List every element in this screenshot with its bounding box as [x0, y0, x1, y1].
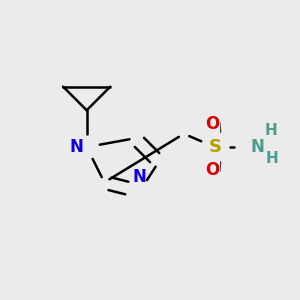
Text: N: N [70, 138, 84, 156]
Text: S: S [208, 138, 221, 156]
Text: O: O [205, 115, 219, 133]
Text: N: N [133, 168, 147, 186]
Text: H: H [266, 151, 278, 166]
Text: H: H [265, 123, 278, 138]
Text: N: N [250, 138, 264, 156]
Text: O: O [205, 161, 219, 179]
